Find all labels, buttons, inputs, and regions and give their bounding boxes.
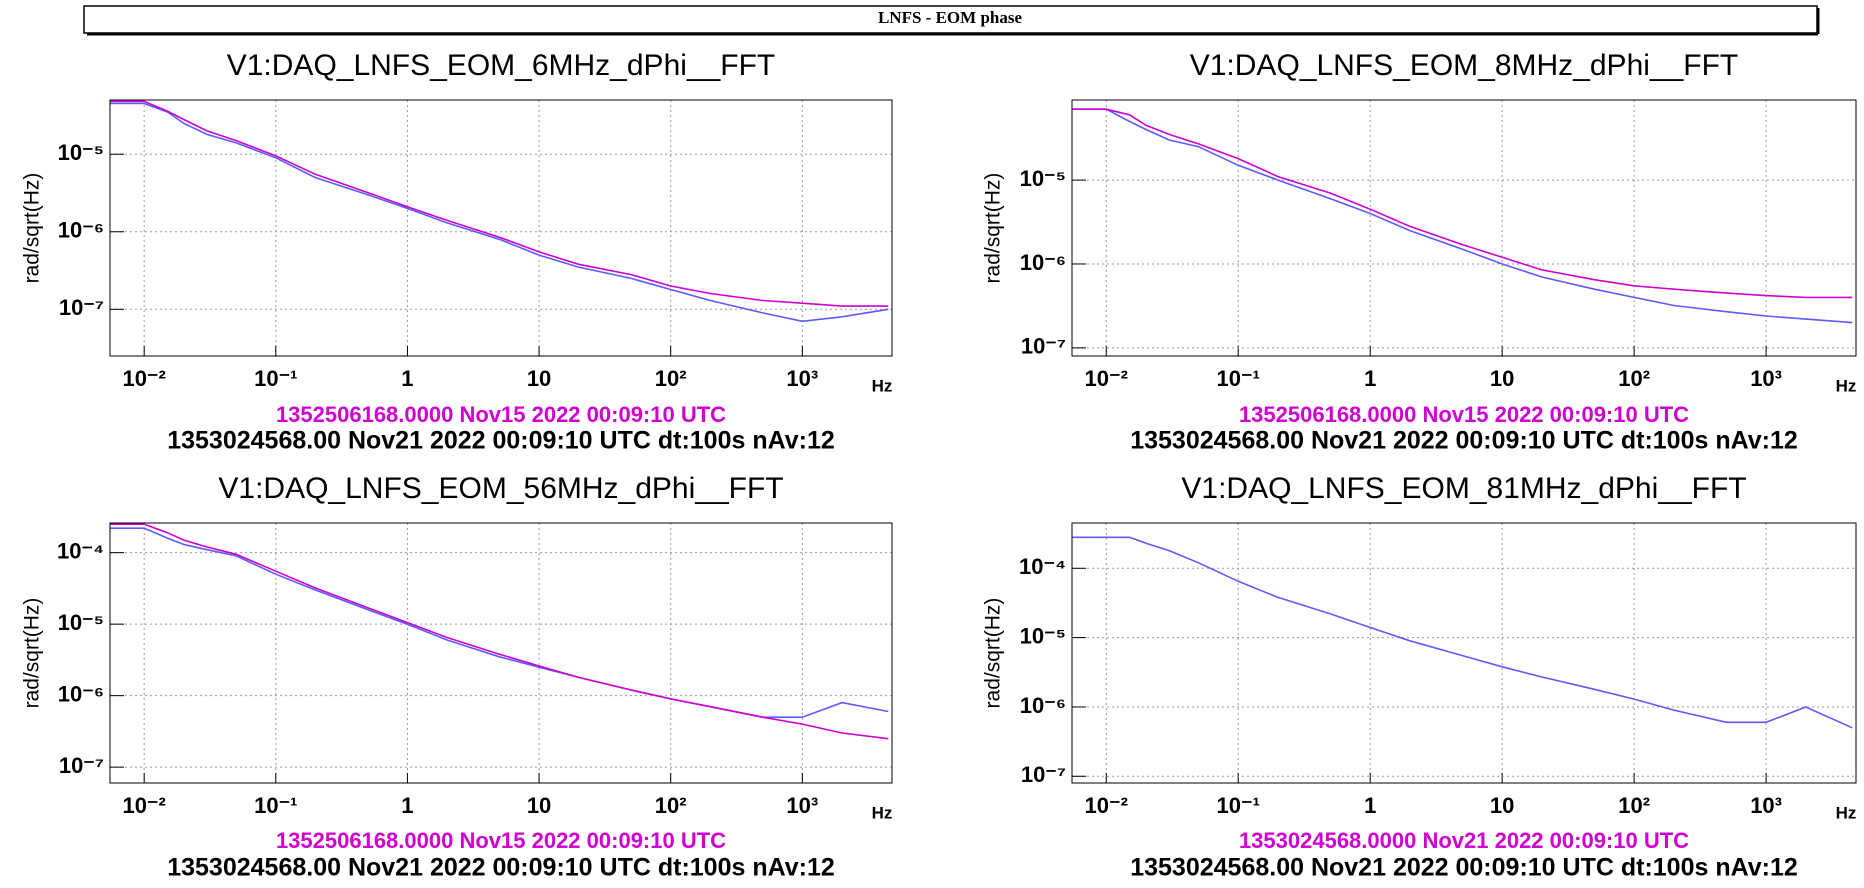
x-tick-label: 1 <box>1364 366 1376 391</box>
y-axis-label: rad/sqrt(Hz) <box>982 598 1005 709</box>
y-tick-label: 10⁻⁵ <box>58 140 104 165</box>
y-tick-label: 10⁻⁴ <box>1019 554 1066 579</box>
y-axis-label: rad/sqrt(Hz) <box>21 598 44 709</box>
y-tick-label: 10⁻⁴ <box>57 538 104 563</box>
x-tick-label: 10 <box>1490 793 1514 818</box>
plot-frame <box>109 99 893 357</box>
y-tick-label: 10⁻⁷ <box>59 295 104 320</box>
reference-label: 1353024568.0000 Nov21 2022 00:09:10 UTC <box>1239 828 1689 853</box>
header-box <box>83 5 1818 34</box>
current-label: 1353024568.00 Nov21 2022 00:09:10 UTC dt… <box>1130 427 1798 455</box>
y-tick-label: 10⁻⁵ <box>58 610 104 635</box>
x-tick-label: 10 <box>527 793 551 818</box>
chart-title: V1:DAQ_LNFS_EOM_6MHz_dPhi__FFT <box>227 49 776 82</box>
y-tick-label: 10⁻⁶ <box>58 681 104 706</box>
x-tick-label: 1 <box>1364 793 1376 818</box>
x-tick-label: 10⁻¹ <box>1217 793 1260 818</box>
series-line <box>110 100 889 307</box>
series-line <box>110 523 889 740</box>
chart-title: V1:DAQ_LNFS_EOM_56MHz_dPhi__FFT <box>218 472 783 505</box>
x-tick-label: 10³ <box>786 793 818 818</box>
x-axis-label: Hz <box>1836 803 1857 822</box>
x-tick-label: 10⁻² <box>1085 366 1128 391</box>
series-line <box>1072 108 1853 299</box>
x-axis-label: Hz <box>1836 376 1857 395</box>
chart-title: V1:DAQ_LNFS_EOM_81MHz_dPhi__FFT <box>1181 472 1746 505</box>
x-tick-label: 1 <box>401 793 413 818</box>
x-tick-label: 10⁻¹ <box>1217 366 1260 391</box>
y-tick-label: 10⁻⁵ <box>1020 166 1066 191</box>
current-label: 1353024568.00 Nov21 2022 00:09:10 UTC dt… <box>1130 854 1798 882</box>
x-tick-label: 10³ <box>1750 366 1782 391</box>
plot-frame <box>109 522 893 784</box>
plot-frame <box>1071 522 1857 784</box>
x-tick-label: 10⁻¹ <box>254 793 297 818</box>
header-title: LNFS - EOM phase <box>878 8 1022 27</box>
x-tick-label: 10² <box>655 793 687 818</box>
current-label: 1353024568.00 Nov21 2022 00:09:10 UTC dt… <box>167 427 835 455</box>
y-tick-label: 10⁻⁵ <box>1020 623 1066 648</box>
x-tick-label: 10 <box>1490 366 1514 391</box>
reference-label: 1352506168.0000 Nov15 2022 00:09:10 UTC <box>276 828 726 853</box>
x-axis-label: Hz <box>872 376 893 395</box>
y-axis-label: rad/sqrt(Hz) <box>982 173 1005 284</box>
x-tick-label: 10² <box>655 366 687 391</box>
y-tick-label: 10⁻⁶ <box>1020 250 1066 275</box>
y-tick-label: 10⁻⁷ <box>59 753 104 778</box>
y-tick-label: 10⁻⁶ <box>1020 693 1066 718</box>
x-tick-label: 10³ <box>786 366 818 391</box>
current-label: 1353024568.00 Nov21 2022 00:09:10 UTC dt… <box>167 854 835 882</box>
y-tick-label: 10⁻⁷ <box>1021 334 1066 359</box>
x-tick-label: 10⁻² <box>122 793 165 818</box>
x-tick-label: 10⁻² <box>1085 793 1128 818</box>
x-tick-label: 10⁻² <box>122 366 165 391</box>
x-tick-label: 10³ <box>1750 793 1782 818</box>
x-tick-label: 10² <box>1618 366 1650 391</box>
plot-frame <box>1071 99 1857 357</box>
y-tick-label: 10⁻⁶ <box>58 218 104 243</box>
series-line <box>110 527 889 718</box>
x-tick-label: 10⁻¹ <box>254 366 297 391</box>
chart-title: V1:DAQ_LNFS_EOM_8MHz_dPhi__FFT <box>1190 49 1739 82</box>
x-tick-label: 1 <box>401 366 413 391</box>
x-tick-label: 10² <box>1618 793 1650 818</box>
reference-label: 1352506168.0000 Nov15 2022 00:09:10 UTC <box>1239 402 1689 427</box>
x-tick-label: 10 <box>527 366 551 391</box>
series-line <box>1072 108 1853 324</box>
series-line <box>1072 536 1853 729</box>
series-line <box>110 102 889 323</box>
y-tick-label: 10⁻⁷ <box>1021 762 1066 787</box>
y-axis-label: rad/sqrt(Hz) <box>21 173 44 284</box>
x-axis-label: Hz <box>872 803 893 822</box>
reference-label: 1352506168.0000 Nov15 2022 00:09:10 UTC <box>276 402 726 427</box>
